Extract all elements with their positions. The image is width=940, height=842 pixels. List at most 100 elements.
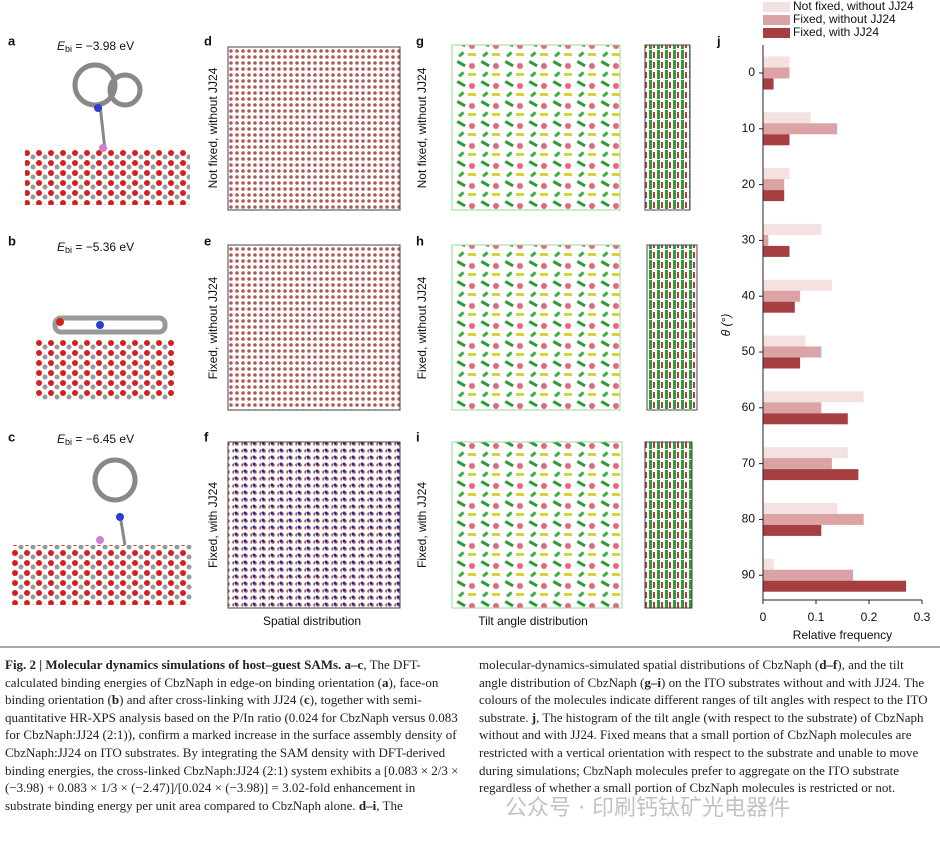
tilt-side-view (644, 44, 691, 211)
x-tick-label: 0.2 (861, 610, 878, 624)
y-tick-label: 20 (742, 177, 756, 191)
bar (763, 67, 790, 79)
tilt-side-view (646, 244, 698, 411)
caption-text: ), and the tilt angle distribution of Cb… (479, 657, 904, 690)
x-tick-label: 0.3 (914, 610, 931, 624)
y-tick-label: 60 (742, 400, 756, 414)
bar (763, 580, 907, 592)
bar (763, 134, 790, 146)
y-tick-label: 50 (742, 344, 756, 358)
tilt-map (451, 44, 621, 211)
y-tick-label: 10 (742, 121, 756, 135)
spatial-map (227, 244, 401, 411)
bar (763, 190, 785, 202)
condition-label: Fixed, without JJ24 (206, 276, 220, 379)
bar (763, 78, 774, 90)
bar (763, 513, 864, 525)
caption-text: Fig. 2 | Molecular dynamics simulations … (5, 657, 364, 672)
tilt-map (451, 441, 623, 609)
bar (763, 179, 785, 191)
panel-label: j (716, 33, 721, 48)
bar (763, 56, 790, 68)
x-tick-label: 0.1 (808, 610, 825, 624)
bar (763, 447, 848, 459)
spatial-map (227, 441, 401, 609)
x-tick-label: 0 (760, 610, 767, 624)
bar (763, 524, 822, 536)
condition-label: Fixed, with JJ24 (206, 482, 220, 568)
caption-text: ) and after cross-linking with JJ24 ( (119, 692, 304, 708)
molecule-model (35, 315, 175, 400)
legend-swatch (763, 2, 790, 12)
bar (763, 168, 790, 180)
condition-label: Fixed, with JJ24 (415, 482, 429, 568)
column-title: Spatial distribution (263, 614, 361, 628)
bar (763, 469, 859, 481)
legend-label: Not fixed, without JJ24 (793, 0, 914, 13)
caption-text: ) on the ITO substrates without and with… (479, 674, 928, 725)
bar (763, 413, 848, 425)
y-tick-label: 80 (742, 512, 756, 526)
bar (763, 290, 801, 302)
legend-label: Fixed, with JJ24 (793, 25, 879, 39)
tilt-side-view (644, 441, 693, 609)
bar (763, 558, 774, 570)
bar (763, 245, 790, 257)
molecule-model (12, 457, 192, 605)
bar (763, 123, 838, 135)
panel-label: d (204, 33, 212, 48)
bar (763, 569, 854, 581)
y-axis-label: θ (°) (719, 314, 733, 337)
caption-text: c (303, 692, 310, 708)
caption-text: ), together with semi-quantitative HR-XP… (5, 692, 459, 813)
panel-label: b (8, 233, 16, 248)
column-title: Tilt angle distribution (478, 614, 588, 628)
binding-energy: Ebi = −6.45 eV (57, 432, 134, 447)
caption-text: d–f (819, 657, 838, 672)
binding-energy: Ebi = −3.98 eV (57, 39, 134, 54)
bar (763, 502, 838, 514)
panel-label: g (416, 33, 424, 48)
figure: a b c d e f g h i j Ebi = −3.98 eV Ebi =… (0, 0, 940, 648)
panel-label: e (204, 233, 211, 248)
caption-text: a (382, 674, 389, 690)
bar (763, 335, 806, 347)
bar (763, 301, 795, 313)
histogram: 0 10 20 30 40 50 60 70 80 90 0 0.1 0.2 0.3 Relative fr… (719, 0, 930, 642)
x-axis-label: Relative frequency (793, 628, 892, 642)
molecule-model (25, 62, 190, 205)
bar (763, 223, 822, 235)
bar (763, 279, 832, 291)
caption-text: , The histogram of the tilt angle (with … (479, 709, 924, 796)
caption-text: b (111, 692, 120, 708)
bar (763, 357, 801, 369)
condition-label: Not fixed, without JJ24 (415, 67, 429, 188)
panel-label: c (8, 429, 15, 444)
caption-text: , The DFT-calculated binding energies of… (5, 657, 421, 690)
tilt-map (451, 244, 621, 411)
legend-swatch (763, 15, 790, 25)
y-tick-label: 0 (748, 65, 755, 79)
panel-label: a (8, 33, 16, 48)
panel-label: h (416, 233, 424, 248)
bar (763, 391, 864, 403)
panel-label: f (204, 429, 209, 444)
bar (763, 112, 811, 124)
binding-energy: Ebi = −5.36 eV (57, 240, 134, 255)
caption-text: ), face-on binding orientation ( (5, 674, 439, 708)
caption: Fig. 2 | Molecular dynamics simulations … (5, 656, 933, 814)
caption-text: , The molecular-dynamics-simulated spati… (376, 657, 820, 813)
bar (763, 402, 822, 414)
y-tick-label: 30 (742, 233, 756, 247)
panel-label: i (416, 429, 420, 444)
condition-label: Fixed, without JJ24 (415, 276, 429, 379)
caption-text: g–i (644, 674, 661, 690)
watermark: 公众号 · 印刷钙钛矿光电器件 (505, 796, 790, 821)
caption-text: j (531, 709, 537, 725)
legend-swatch (763, 28, 790, 38)
y-tick-label: 90 (742, 567, 756, 581)
bar (763, 234, 769, 246)
bar (763, 458, 832, 470)
y-tick-label: 40 (742, 288, 756, 302)
